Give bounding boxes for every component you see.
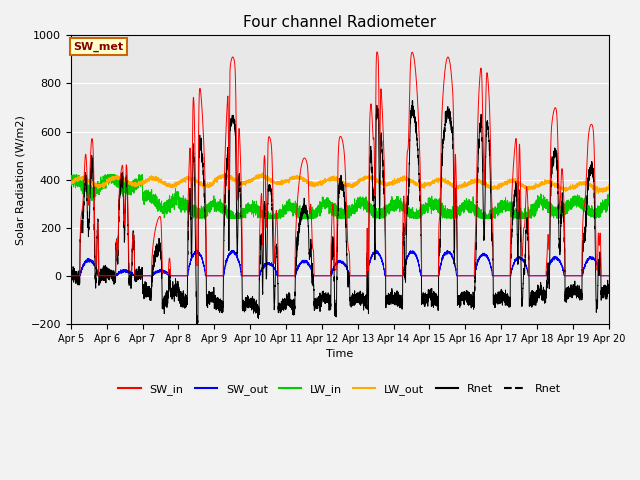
Legend: SW_in, SW_out, LW_in, LW_out, Rnet, Rnet: SW_in, SW_out, LW_in, LW_out, Rnet, Rnet (114, 379, 566, 399)
Y-axis label: Solar Radiation (W/m2): Solar Radiation (W/m2) (15, 115, 25, 244)
X-axis label: Time: Time (326, 349, 353, 359)
Text: SW_met: SW_met (74, 41, 124, 52)
Title: Four channel Radiometer: Four channel Radiometer (243, 15, 436, 30)
